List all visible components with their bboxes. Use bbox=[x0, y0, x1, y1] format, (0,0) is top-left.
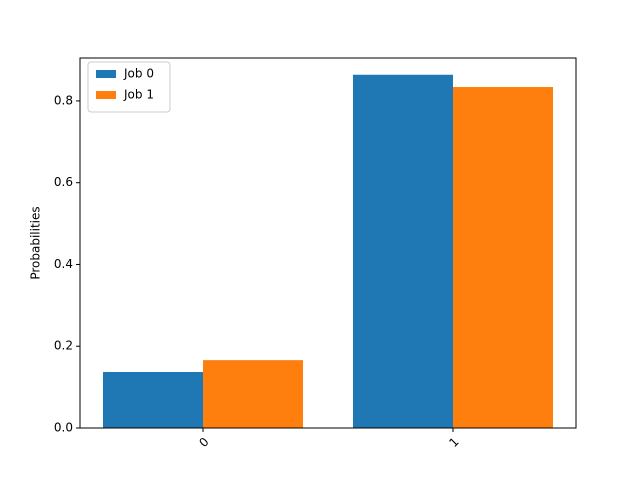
plot-frame bbox=[79, 57, 577, 429]
legend-label: Job 1 bbox=[123, 88, 154, 102]
legend-label: Job 0 bbox=[123, 67, 154, 81]
y-tick-label: 0.0 bbox=[54, 421, 73, 435]
y-tick-label: 0.6 bbox=[54, 175, 73, 189]
bar bbox=[103, 371, 203, 428]
y-tick-label: 0.4 bbox=[54, 257, 73, 271]
y-axis-label: Probabilities bbox=[29, 206, 43, 279]
bar bbox=[203, 360, 303, 428]
y-tick-label: 0.2 bbox=[54, 339, 73, 353]
legend-swatch bbox=[96, 70, 116, 78]
bar bbox=[453, 87, 553, 429]
bar bbox=[353, 74, 453, 429]
y-tick-label: 0.8 bbox=[54, 93, 73, 107]
legend-swatch bbox=[96, 91, 116, 99]
